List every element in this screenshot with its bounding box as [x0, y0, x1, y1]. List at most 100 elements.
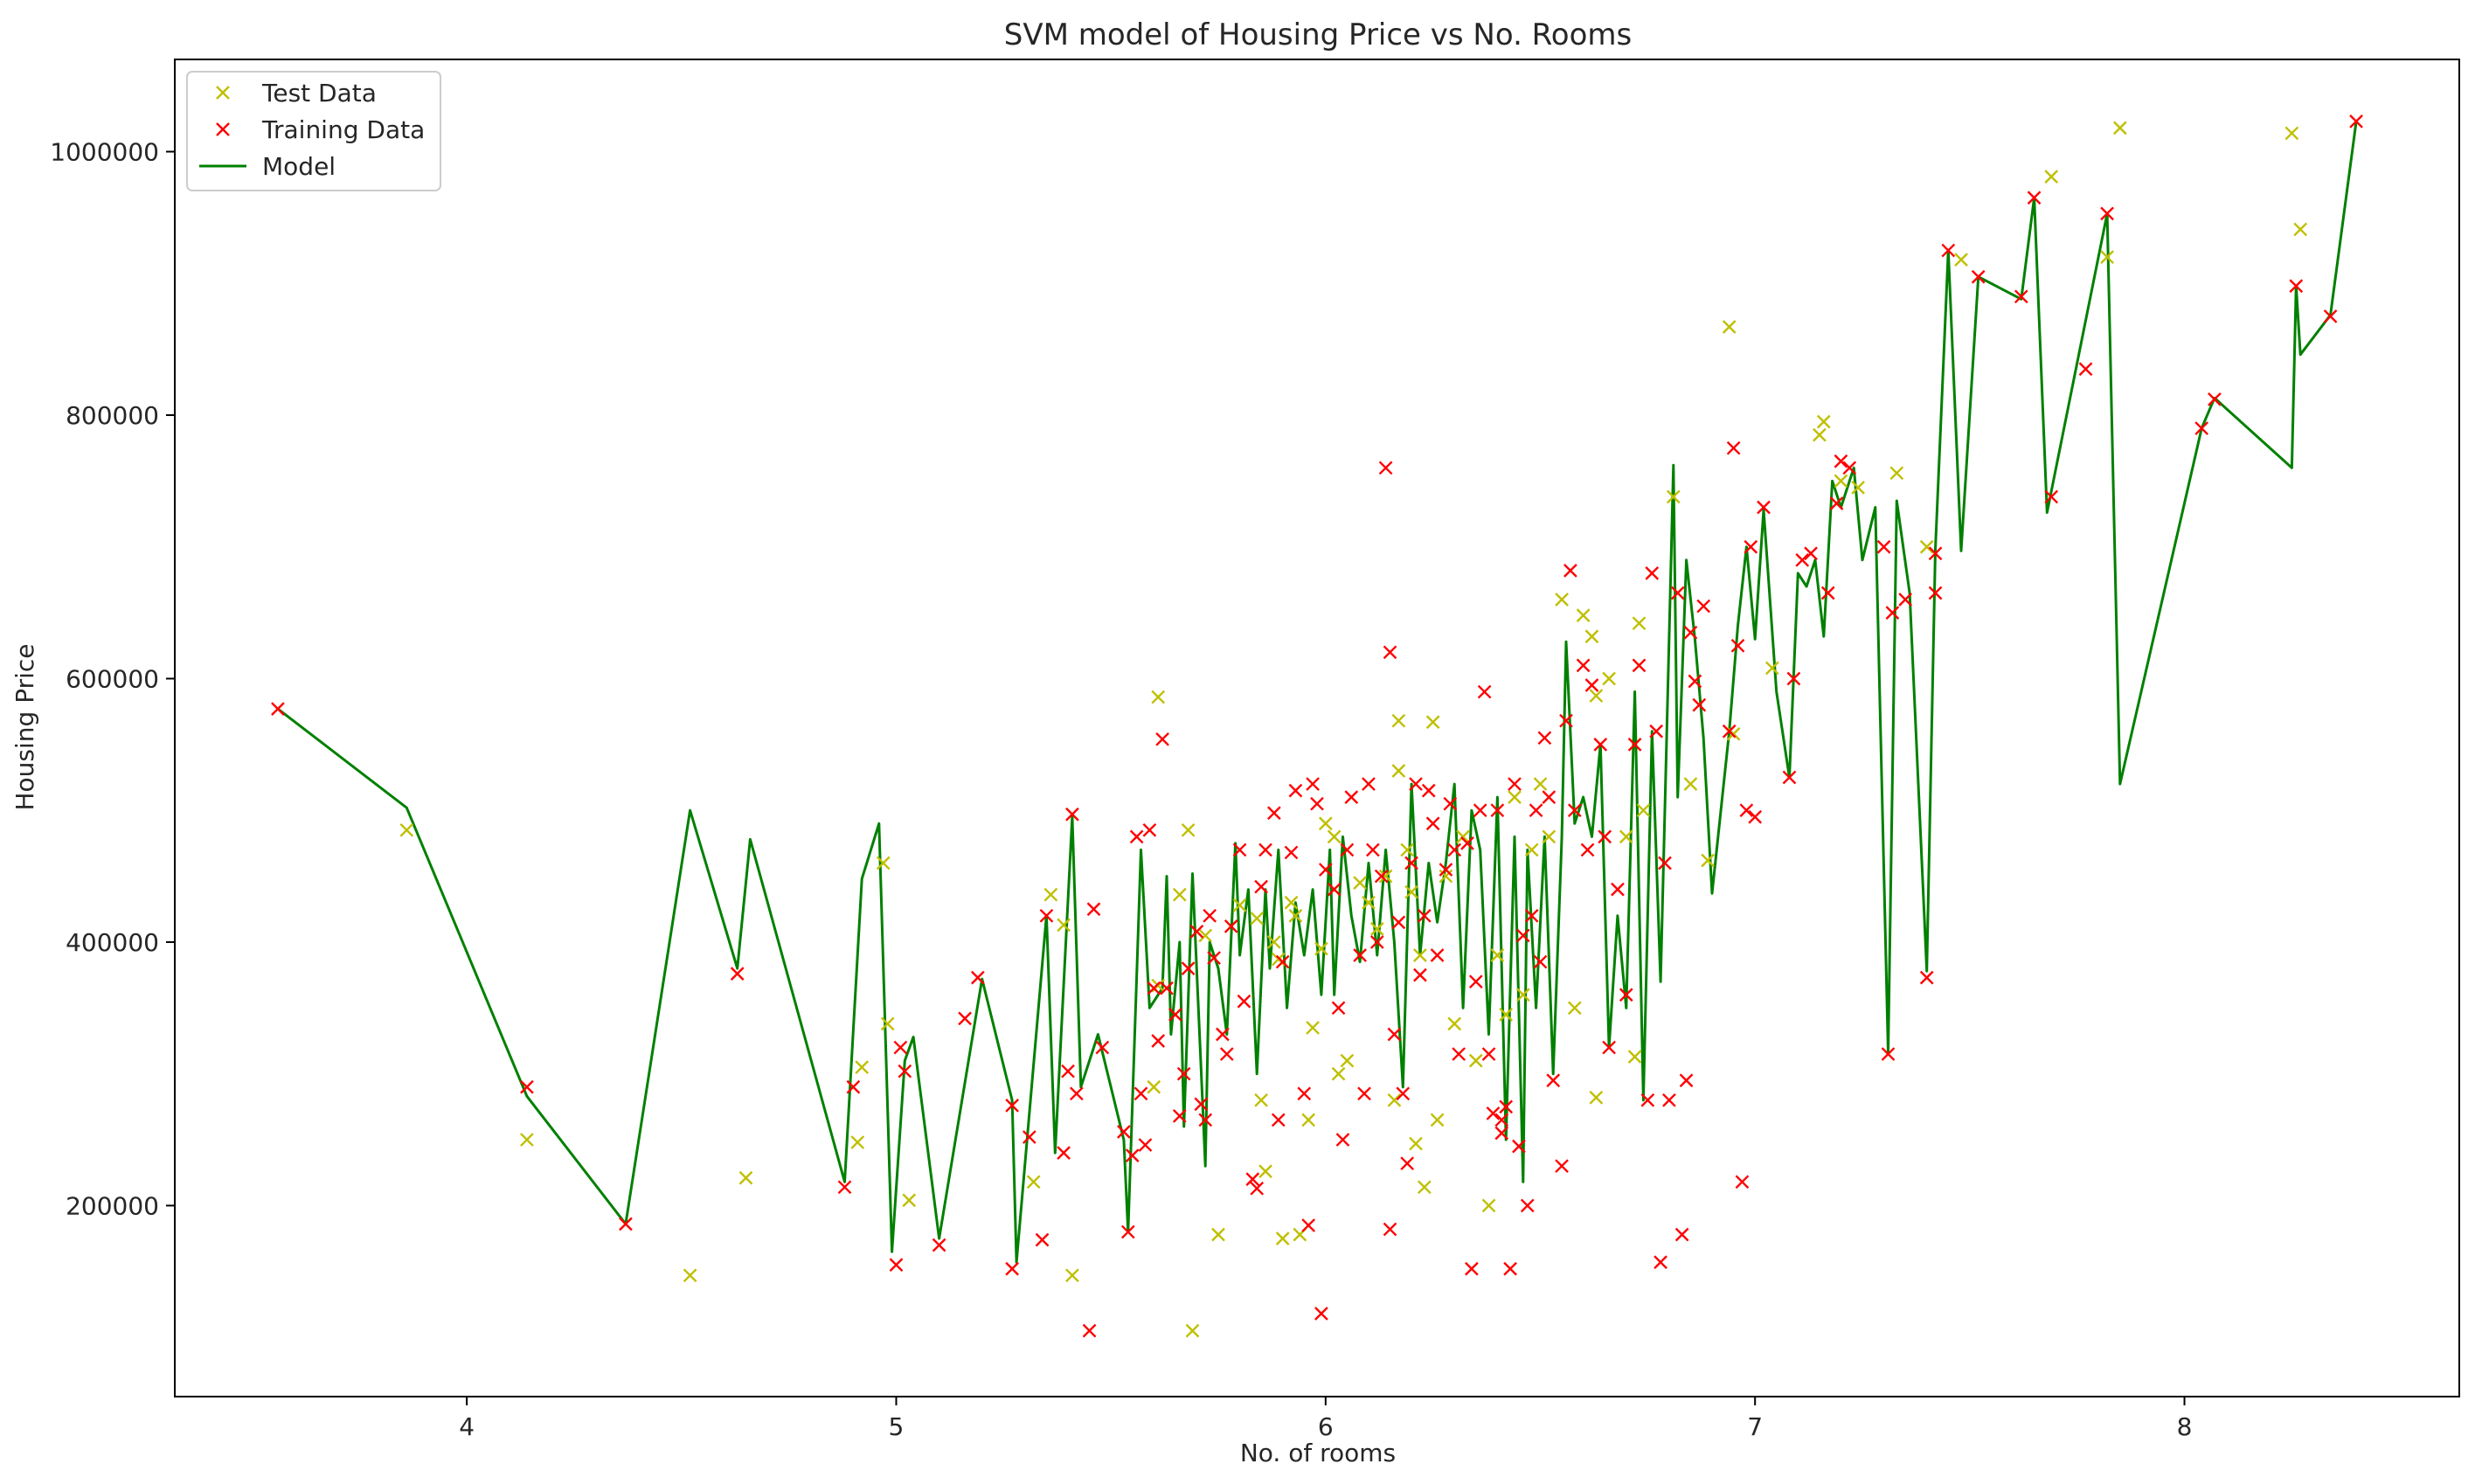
- test-data-point: [1275, 1231, 1290, 1245]
- training-data-point: [1919, 970, 1934, 985]
- test-data-point: [1306, 1021, 1320, 1035]
- test-data-point: [880, 1016, 895, 1031]
- legend-marker-training-data: [216, 122, 230, 136]
- training-data-point: [970, 970, 985, 985]
- training-data-point: [2078, 362, 2093, 377]
- training-data-point: [1627, 737, 1642, 752]
- training-data-point: [1120, 1224, 1135, 1239]
- training-data-point: [271, 702, 285, 716]
- test-data-point: [855, 1060, 870, 1074]
- training-data-point: [1232, 843, 1247, 857]
- training-data-point: [1216, 1027, 1230, 1042]
- training-data-point: [1598, 829, 1612, 844]
- training-data-point: [1306, 777, 1320, 791]
- training-data-point: [1876, 539, 1891, 554]
- test-data-point: [850, 1135, 865, 1149]
- training-data-point: [1344, 790, 1359, 804]
- test-data-point: [1340, 1053, 1355, 1068]
- test-data-point: [1589, 1090, 1604, 1105]
- test-data-point: [1589, 689, 1604, 703]
- training-data-point: [1512, 1139, 1526, 1154]
- training-data-point: [1452, 1047, 1466, 1061]
- test-data-point: [1250, 911, 1265, 926]
- training-data-point: [893, 1040, 908, 1055]
- x-axis: 4 5 6 7 8: [459, 1397, 2192, 1441]
- training-data-point: [2014, 289, 2028, 304]
- test-data-point: [1378, 869, 1393, 884]
- training-data-point: [1207, 951, 1221, 965]
- training-data-point: [1383, 1222, 1397, 1237]
- test-data-point: [1602, 671, 1616, 686]
- y-tick-label: 800000: [66, 401, 159, 430]
- training-data-point: [1739, 803, 1754, 818]
- training-data-point: [1494, 1126, 1509, 1141]
- training-data-point: [1117, 1125, 1131, 1139]
- training-data-point: [1842, 461, 1857, 475]
- training-data-point: [1430, 948, 1445, 962]
- test-data-point: [683, 1268, 697, 1283]
- training-data-point: [1524, 908, 1539, 923]
- training-data-point: [1129, 829, 1144, 844]
- test-data-point: [1851, 481, 1865, 495]
- test-data-point: [1232, 898, 1247, 912]
- training-data-point: [1726, 440, 1741, 455]
- training-data-point: [730, 967, 745, 981]
- test-data-point: [1722, 320, 1737, 334]
- training-data-point: [2100, 206, 2114, 221]
- training-data-point: [1820, 586, 1835, 600]
- training-data-point: [1744, 539, 1758, 554]
- training-data-point: [1203, 908, 1217, 923]
- training-data-point: [1576, 658, 1591, 673]
- training-data-point: [1194, 1097, 1209, 1112]
- training-data-point: [1499, 1099, 1514, 1114]
- legend: Test Data Training Data Model: [186, 71, 441, 191]
- training-data-point: [846, 1079, 861, 1094]
- training-data-point: [1542, 790, 1556, 804]
- training-data-point: [1804, 546, 1818, 561]
- training-data-point: [2027, 191, 2042, 205]
- test-data-point: [1524, 843, 1539, 857]
- training-data-point: [1640, 1092, 1655, 1107]
- training-data-layer: [271, 114, 2363, 1338]
- test-data-point: [1391, 713, 1406, 728]
- training-data-point: [1473, 803, 1487, 818]
- test-data-point: [1576, 608, 1591, 622]
- training-data-point: [1688, 674, 1702, 689]
- test-data-point: [1481, 1198, 1496, 1213]
- training-data-point: [1559, 713, 1573, 728]
- test-data-point: [1555, 593, 1569, 607]
- test-data-point: [1533, 777, 1548, 791]
- test-data-point: [1619, 829, 1633, 844]
- training-data-point: [1928, 546, 1943, 561]
- training-data-point: [1795, 552, 1810, 567]
- training-data-point: [1374, 869, 1389, 884]
- training-data-point: [1160, 981, 1174, 995]
- training-data-point: [1692, 697, 1707, 712]
- test-data-point: [1172, 887, 1187, 902]
- training-data-point: [1267, 806, 1281, 821]
- training-data-point: [2323, 309, 2338, 323]
- training-data-point: [1314, 1307, 1328, 1321]
- test-data-point: [1026, 1175, 1041, 1189]
- training-data-point: [1086, 902, 1101, 917]
- test-data-point: [1508, 790, 1522, 804]
- test-data-point: [1288, 908, 1303, 923]
- test-data-point: [1813, 427, 1827, 442]
- training-data-point: [1138, 1138, 1153, 1152]
- y-axis: 200000 400000 600000 800000 1000000: [50, 138, 175, 1220]
- test-data-point: [876, 856, 891, 870]
- training-data-point: [2208, 392, 2222, 406]
- training-data-point: [2349, 114, 2363, 128]
- test-data-point: [1584, 629, 1599, 644]
- training-data-point: [1611, 882, 1625, 897]
- training-data-point: [1834, 454, 1848, 468]
- training-data-point: [1898, 593, 1912, 607]
- training-data-point: [1362, 777, 1376, 791]
- training-data-point: [1409, 777, 1423, 791]
- test-data-point: [1417, 1180, 1432, 1195]
- training-data-point: [1757, 500, 1771, 515]
- training-data-point: [1198, 1113, 1213, 1127]
- test-data-point: [1490, 948, 1505, 962]
- training-data-point: [1971, 269, 1986, 284]
